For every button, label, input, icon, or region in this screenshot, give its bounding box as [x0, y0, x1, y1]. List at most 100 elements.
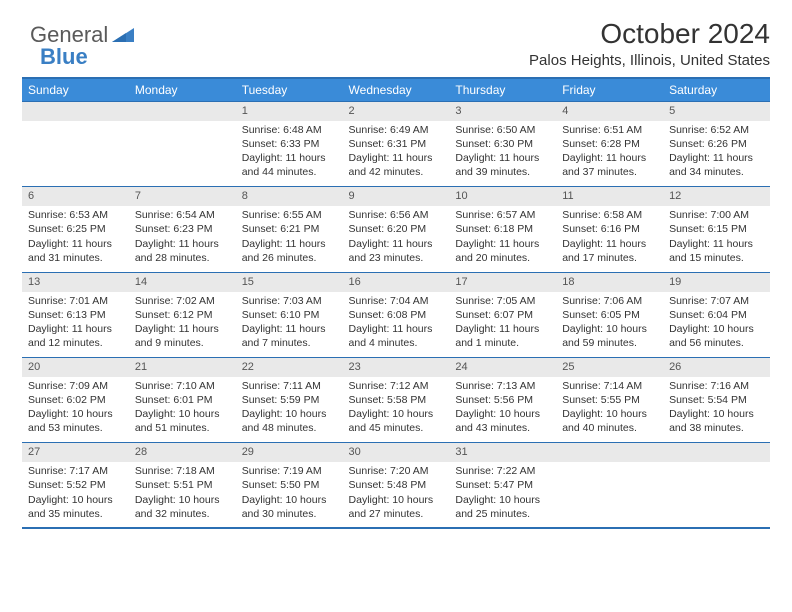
sunset-text: Sunset: 5:54 PM: [669, 393, 764, 407]
sunset-text: Sunset: 6:04 PM: [669, 308, 764, 322]
day-header: Tuesday: [236, 78, 343, 102]
day-details: Sunrise: 7:02 AMSunset: 6:12 PMDaylight:…: [129, 292, 236, 358]
sunrise-text: Sunrise: 7:02 AM: [135, 294, 230, 308]
sunset-text: Sunset: 6:26 PM: [669, 137, 764, 151]
daylight-text: Daylight: 10 hours and 25 minutes.: [455, 493, 550, 521]
sunrise-text: Sunrise: 7:03 AM: [242, 294, 337, 308]
sunset-text: Sunset: 6:30 PM: [455, 137, 550, 151]
day-number: 1: [236, 102, 343, 121]
sunset-text: Sunset: 6:20 PM: [349, 222, 444, 236]
sunrise-text: Sunrise: 6:52 AM: [669, 123, 764, 137]
sunset-text: Sunset: 6:28 PM: [562, 137, 657, 151]
daylight-text: Daylight: 10 hours and 43 minutes.: [455, 407, 550, 435]
sunrise-text: Sunrise: 7:18 AM: [135, 464, 230, 478]
sunrise-text: Sunrise: 6:49 AM: [349, 123, 444, 137]
daylight-text: Daylight: 10 hours and 53 minutes.: [28, 407, 123, 435]
day-number: 8: [236, 187, 343, 206]
day-number: 15: [236, 272, 343, 291]
day-header: Thursday: [449, 78, 556, 102]
day-details: Sunrise: 6:55 AMSunset: 6:21 PMDaylight:…: [236, 206, 343, 272]
daylight-text: Daylight: 11 hours and 23 minutes.: [349, 237, 444, 265]
day-details: Sunrise: 7:17 AMSunset: 5:52 PMDaylight:…: [22, 462, 129, 528]
day-details: Sunrise: 7:20 AMSunset: 5:48 PMDaylight:…: [343, 462, 450, 528]
day-number-row: 6789101112: [22, 187, 770, 206]
day-details: Sunrise: 7:11 AMSunset: 5:59 PMDaylight:…: [236, 377, 343, 443]
daylight-text: Daylight: 10 hours and 51 minutes.: [135, 407, 230, 435]
sunset-text: Sunset: 6:07 PM: [455, 308, 550, 322]
day-number: 6: [22, 187, 129, 206]
day-details: Sunrise: 7:04 AMSunset: 6:08 PMDaylight:…: [343, 292, 450, 358]
daylight-text: Daylight: 11 hours and 34 minutes.: [669, 151, 764, 179]
daylight-text: Daylight: 10 hours and 27 minutes.: [349, 493, 444, 521]
daylight-text: Daylight: 10 hours and 48 minutes.: [242, 407, 337, 435]
day-details: Sunrise: 6:58 AMSunset: 6:16 PMDaylight:…: [556, 206, 663, 272]
daylight-text: Daylight: 10 hours and 30 minutes.: [242, 493, 337, 521]
sunrise-text: Sunrise: 7:11 AM: [242, 379, 337, 393]
sunset-text: Sunset: 6:12 PM: [135, 308, 230, 322]
day-details: Sunrise: 6:50 AMSunset: 6:30 PMDaylight:…: [449, 121, 556, 187]
sunrise-text: Sunrise: 6:50 AM: [455, 123, 550, 137]
sunrise-text: Sunrise: 7:06 AM: [562, 294, 657, 308]
day-details: Sunrise: 6:57 AMSunset: 6:18 PMDaylight:…: [449, 206, 556, 272]
day-header: Saturday: [663, 78, 770, 102]
daylight-text: Daylight: 10 hours and 40 minutes.: [562, 407, 657, 435]
day-details: Sunrise: 6:48 AMSunset: 6:33 PMDaylight:…: [236, 121, 343, 187]
day-details: Sunrise: 6:49 AMSunset: 6:31 PMDaylight:…: [343, 121, 450, 187]
daylight-text: Daylight: 10 hours and 35 minutes.: [28, 493, 123, 521]
sunrise-text: Sunrise: 7:13 AM: [455, 379, 550, 393]
day-details: [556, 462, 663, 528]
day-details: Sunrise: 7:10 AMSunset: 6:01 PMDaylight:…: [129, 377, 236, 443]
day-number: 22: [236, 358, 343, 377]
daylight-text: Daylight: 11 hours and 39 minutes.: [455, 151, 550, 179]
daylight-text: Daylight: 10 hours and 32 minutes.: [135, 493, 230, 521]
sunset-text: Sunset: 6:15 PM: [669, 222, 764, 236]
day-number: 16: [343, 272, 450, 291]
day-number: 27: [22, 443, 129, 462]
day-number: 5: [663, 102, 770, 121]
daylight-text: Daylight: 10 hours and 59 minutes.: [562, 322, 657, 350]
day-header: Friday: [556, 78, 663, 102]
day-number-row: 2728293031: [22, 443, 770, 462]
day-number: 19: [663, 272, 770, 291]
sunset-text: Sunset: 5:47 PM: [455, 478, 550, 492]
sunset-text: Sunset: 5:48 PM: [349, 478, 444, 492]
sunset-text: Sunset: 5:59 PM: [242, 393, 337, 407]
daylight-text: Daylight: 11 hours and 12 minutes.: [28, 322, 123, 350]
sunset-text: Sunset: 6:02 PM: [28, 393, 123, 407]
day-number-row: 12345: [22, 102, 770, 121]
daylight-text: Daylight: 11 hours and 9 minutes.: [135, 322, 230, 350]
sunset-text: Sunset: 5:52 PM: [28, 478, 123, 492]
logo-word2-wrap: Blue: [40, 44, 88, 70]
daylight-text: Daylight: 11 hours and 1 minute.: [455, 322, 550, 350]
sunrise-text: Sunrise: 7:14 AM: [562, 379, 657, 393]
day-details: Sunrise: 7:03 AMSunset: 6:10 PMDaylight:…: [236, 292, 343, 358]
daylight-text: Daylight: 11 hours and 37 minutes.: [562, 151, 657, 179]
sunrise-text: Sunrise: 7:12 AM: [349, 379, 444, 393]
sunrise-text: Sunrise: 7:01 AM: [28, 294, 123, 308]
daylight-text: Daylight: 11 hours and 44 minutes.: [242, 151, 337, 179]
daylight-text: Daylight: 11 hours and 28 minutes.: [135, 237, 230, 265]
day-details-row: Sunrise: 7:17 AMSunset: 5:52 PMDaylight:…: [22, 462, 770, 528]
sunset-text: Sunset: 5:56 PM: [455, 393, 550, 407]
day-number: 20: [22, 358, 129, 377]
daylight-text: Daylight: 10 hours and 56 minutes.: [669, 322, 764, 350]
day-details: Sunrise: 7:01 AMSunset: 6:13 PMDaylight:…: [22, 292, 129, 358]
sunset-text: Sunset: 6:31 PM: [349, 137, 444, 151]
sunset-text: Sunset: 6:18 PM: [455, 222, 550, 236]
day-details: Sunrise: 7:18 AMSunset: 5:51 PMDaylight:…: [129, 462, 236, 528]
day-details-row: Sunrise: 6:48 AMSunset: 6:33 PMDaylight:…: [22, 121, 770, 187]
day-number: 26: [663, 358, 770, 377]
day-details: Sunrise: 7:12 AMSunset: 5:58 PMDaylight:…: [343, 377, 450, 443]
sunset-text: Sunset: 6:21 PM: [242, 222, 337, 236]
sunset-text: Sunset: 5:55 PM: [562, 393, 657, 407]
sunset-text: Sunset: 6:10 PM: [242, 308, 337, 322]
day-details: Sunrise: 7:13 AMSunset: 5:56 PMDaylight:…: [449, 377, 556, 443]
day-header: Sunday: [22, 78, 129, 102]
day-number: [129, 102, 236, 121]
location-text: Palos Heights, Illinois, United States: [22, 52, 770, 69]
day-details: Sunrise: 6:54 AMSunset: 6:23 PMDaylight:…: [129, 206, 236, 272]
daylight-text: Daylight: 11 hours and 7 minutes.: [242, 322, 337, 350]
day-details: Sunrise: 7:06 AMSunset: 6:05 PMDaylight:…: [556, 292, 663, 358]
day-number: 12: [663, 187, 770, 206]
sunset-text: Sunset: 5:51 PM: [135, 478, 230, 492]
